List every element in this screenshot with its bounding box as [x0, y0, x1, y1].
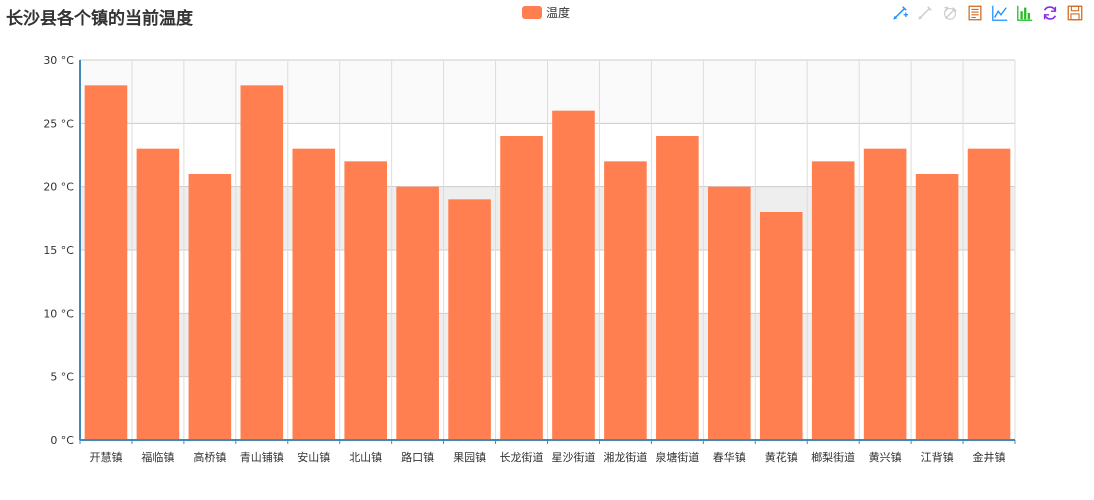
zoom-reset-icon[interactable]: [915, 3, 935, 23]
zoom-icon[interactable]: [890, 3, 910, 23]
bar-chart-icon[interactable]: [1015, 3, 1035, 23]
x-tick-label: 春华镇: [713, 450, 746, 464]
bar-泉塘街道: [656, 136, 699, 440]
bar-黄花镇: [759, 212, 803, 440]
x-tick-label: 黄兴镇: [869, 450, 902, 464]
y-tick-label: 0 °C: [50, 434, 74, 447]
y-tick-label: 30 °C: [43, 54, 74, 67]
bar-黄兴镇: [863, 148, 907, 440]
bar-星沙街道: [552, 110, 595, 441]
bars: [84, 85, 1011, 441]
bar-湘龙街道: [604, 161, 647, 441]
legend-item[interactable]: 温度: [522, 4, 570, 21]
bar-长龙街道: [500, 136, 543, 440]
chart-title: 长沙县各个镇的当前温度: [6, 9, 193, 29]
bar-开慧镇: [84, 85, 128, 440]
refresh-icon[interactable]: [1040, 3, 1060, 23]
y-tick-label: 15 °C: [43, 244, 74, 257]
x-tick-label: 青山铺镇: [240, 450, 284, 464]
x-tick-label: 果园镇: [453, 450, 486, 464]
bar-安山镇: [292, 148, 336, 440]
x-tick-label: 开慧镇: [89, 450, 122, 464]
x-tick-label: 安山镇: [297, 450, 330, 464]
x-tick-label: 湘龙街道: [603, 450, 647, 464]
bar-果园镇: [448, 199, 491, 440]
x-tick-label: 泉塘街道: [655, 450, 699, 464]
x-tick-label: 高桥镇: [193, 450, 226, 464]
y-tick-label: 25 °C: [43, 117, 74, 130]
bar-金井镇: [967, 148, 1011, 440]
legend-swatch: [522, 6, 542, 19]
x-tick-label: 金井镇: [973, 450, 1006, 464]
bar-北山镇: [344, 161, 387, 441]
save-image-icon[interactable]: [1065, 3, 1085, 23]
bar-榔梨街道: [811, 161, 855, 441]
data-view-icon[interactable]: [965, 3, 985, 23]
restore-zoom-icon[interactable]: [940, 3, 960, 23]
bar-福临镇: [136, 148, 180, 440]
x-tick-label: 江背镇: [921, 450, 954, 464]
x-tick-label: 长龙街道: [500, 450, 544, 464]
y-tick-label: 5 °C: [50, 371, 74, 384]
y-tick-label: 10 °C: [43, 307, 74, 320]
tick-labels: 0 °C 5 °C 10 °C 15 °C 20 °C 25 °C 30 °C 开慧镇 福临镇 高…: [43, 54, 1005, 464]
x-tick-label: 路口镇: [401, 450, 434, 464]
x-tick-label: 榔梨街道: [811, 450, 855, 464]
x-tick-label: 福临镇: [141, 450, 174, 464]
bar-路口镇: [396, 186, 439, 440]
x-tick-label: 北山镇: [349, 450, 382, 464]
legend-label: 温度: [546, 6, 571, 20]
toolbox: [890, 3, 1085, 23]
line-chart-icon[interactable]: [990, 3, 1010, 23]
axes: [79, 60, 1016, 444]
x-tick-label: 黄花镇: [765, 450, 798, 464]
bar-青山铺镇: [240, 85, 284, 440]
y-tick-label: 20 °C: [43, 181, 74, 194]
bar-高桥镇: [188, 174, 232, 440]
x-tick-label: 星沙街道: [551, 450, 595, 464]
bar-江背镇: [915, 174, 959, 440]
bar-春华镇: [708, 186, 751, 440]
